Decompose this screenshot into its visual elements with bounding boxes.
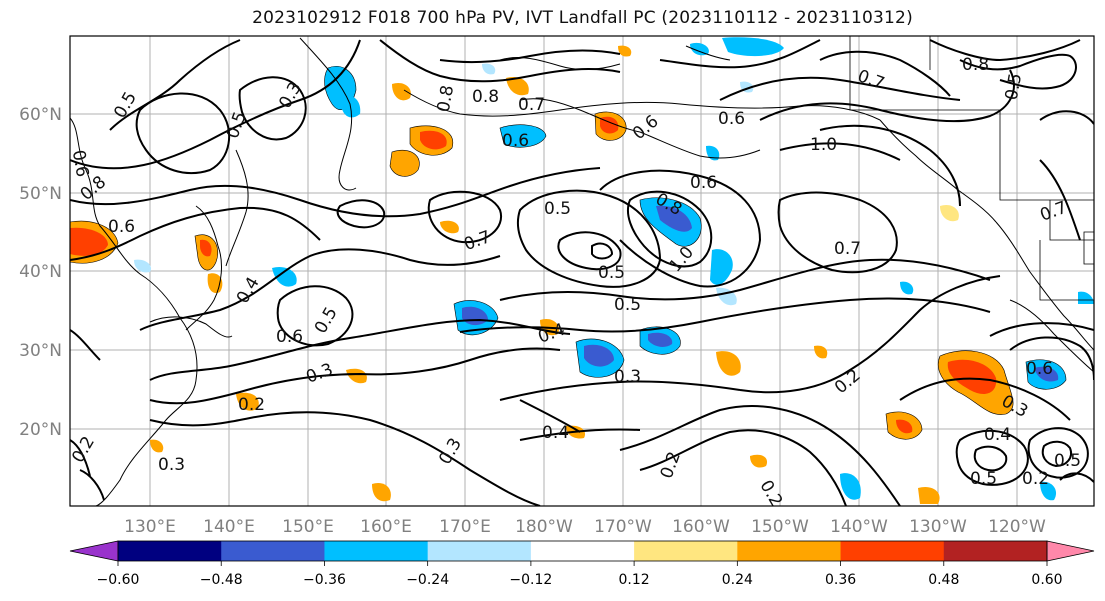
colorbar-segment — [427, 541, 532, 561]
colorbar-segment — [221, 541, 325, 561]
colorbar-tick-label: −0.48 — [200, 572, 243, 588]
contour-label: 0.6 — [68, 149, 92, 179]
contour-label: 0.5 — [614, 295, 641, 315]
colorbar-tick-label: 0.12 — [619, 572, 650, 588]
contour-label: 0.5 — [1054, 451, 1081, 471]
colorbar-tick-label: 0.60 — [1031, 572, 1062, 588]
contour-label: 0.8 — [434, 84, 458, 114]
colorbar-segment — [118, 541, 222, 561]
contour-label: 0.6 — [1026, 359, 1053, 379]
map-frame — [69, 35, 1095, 507]
contour-label: 0.6 — [276, 327, 303, 347]
longitude-tick-label: 160°W — [672, 517, 730, 537]
colorbar-segment — [737, 541, 842, 561]
longitude-tick-label: 150°W — [751, 517, 809, 537]
colorbar-segment — [634, 541, 738, 561]
longitude-tick-label: 150°E — [282, 517, 334, 537]
longitude-labels: 130°E 140°E 150°E 160°E 170°E 180°W 170°W 160°W… — [124, 517, 1046, 537]
contour-label: 0.4 — [984, 425, 1011, 445]
latitude-tick-label: 50°N — [19, 184, 62, 204]
colorbar-tick-label: 0.24 — [722, 572, 753, 588]
longitude-tick-label: 160°E — [360, 517, 412, 537]
longitude-tick-label: 170°E — [439, 517, 491, 537]
negative-shading — [134, 37, 1094, 501]
contour-label: 0.8 — [472, 87, 499, 107]
contour-label: 0.6 — [502, 131, 529, 151]
contour-label: 0.7 — [518, 95, 545, 115]
colorbar-extend-max — [1046, 540, 1095, 562]
political-borders — [849, 36, 1094, 301]
longitude-tick-label: 170°W — [594, 517, 652, 537]
colorbar-segment — [324, 541, 429, 561]
plot-title: 2023102912 F018 700 hPa PV, IVT Landfall… — [252, 8, 913, 28]
positive-shading — [70, 45, 1014, 504]
longitude-tick-label: 130°W — [909, 517, 967, 537]
colorbar-segment — [530, 541, 635, 561]
contour-label: 1.0 — [810, 135, 837, 155]
pv-contours — [70, 39, 1094, 506]
longitude-tick-label: 140°W — [830, 517, 888, 537]
colorbar-frame — [117, 540, 1048, 562]
latitude-tick-label: 20°N — [19, 420, 62, 440]
latitude-tick-label: 30°N — [19, 341, 62, 361]
latitude-labels: 60°N 50°N 40°N 30°N 20°N — [19, 105, 62, 440]
colorbar-extend-min — [69, 540, 119, 562]
shaded-anomalies — [70, 37, 1094, 504]
latitude-tick-label: 60°N — [19, 105, 62, 125]
contour-label: 0.8 — [962, 55, 989, 75]
colorbar-segment — [840, 541, 945, 561]
contour-label: 0.6 — [108, 217, 135, 237]
longitude-tick-label: 120°W — [988, 517, 1046, 537]
contour-label: 0.4 — [542, 423, 569, 443]
longitude-tick-label: 140°E — [203, 517, 255, 537]
contour-label: 0.2 — [1022, 469, 1049, 489]
contour-label: 0.5 — [1002, 72, 1026, 102]
colorbar: −0.60 −0.48 −0.36 −0.24 −0.12 0.12 0.24 0.36 0.4… — [69, 540, 1095, 588]
colorbar-tick-label: −0.60 — [97, 572, 140, 588]
colorbar-tick-label: −0.36 — [303, 572, 346, 588]
contour-label: 0.2 — [238, 395, 265, 415]
contour-label: 0.6 — [718, 109, 745, 129]
colorbar-tick-label: 0.36 — [825, 572, 856, 588]
contour-label: 0.3 — [614, 367, 641, 387]
latitude-tick-label: 40°N — [19, 262, 62, 282]
colorbar-tick-label: 0.48 — [928, 572, 959, 588]
colorbar-tick-label: −0.24 — [406, 572, 449, 588]
contour-label: 0.3 — [158, 455, 185, 475]
longitude-tick-label: 130°E — [124, 517, 176, 537]
colorbar-tick-label: −0.12 — [509, 572, 552, 588]
contour-label: 0.5 — [970, 469, 997, 489]
colorbar-segment — [943, 541, 1048, 561]
longitude-tick-label: 180°W — [515, 517, 573, 537]
contour-label: 0.5 — [544, 199, 571, 219]
contour-label: 0.5 — [598, 263, 625, 283]
contour-label: 0.7 — [834, 239, 861, 259]
contour-label: 0.6 — [690, 173, 717, 193]
